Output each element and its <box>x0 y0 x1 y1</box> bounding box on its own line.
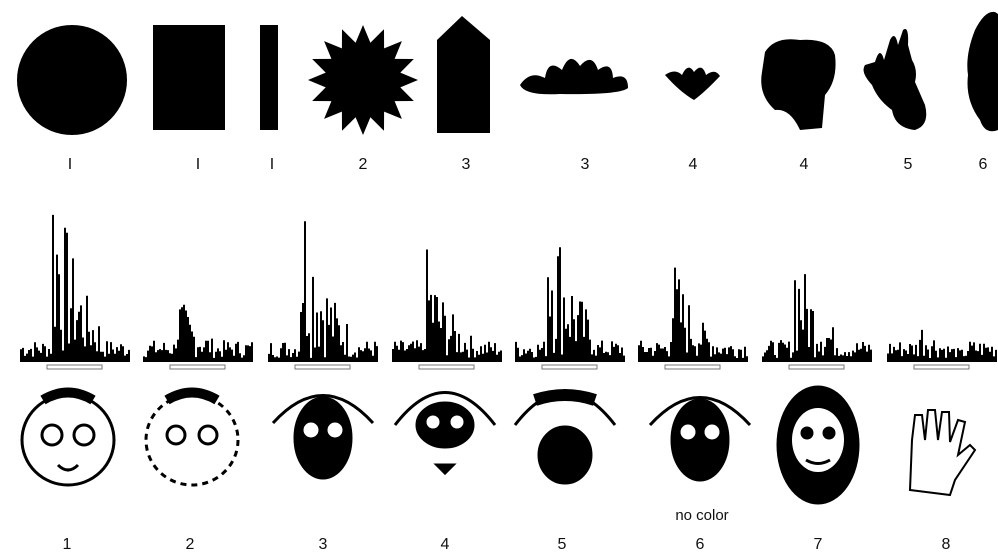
stimulus-bar <box>295 365 350 369</box>
human-face <box>778 387 858 503</box>
top-label: 4 <box>689 156 698 173</box>
stimulus-bar <box>665 365 720 369</box>
bottom-label: 8 <box>942 536 951 553</box>
bottom-label: 5 <box>558 536 567 553</box>
star-shape <box>308 25 418 135</box>
rect-shape <box>153 25 225 130</box>
bottom-label: 3 <box>319 536 328 553</box>
top-label: I <box>270 156 274 173</box>
stimulus-bar <box>789 365 844 369</box>
page: I I I 2 3 3 4 4 5 6 1 2 3 4 5 6 7 8 no c… <box>0 0 998 558</box>
circle-shape <box>17 25 127 135</box>
top-label: I <box>68 156 72 173</box>
stimulus-bar <box>47 365 102 369</box>
bar-shape <box>260 25 278 130</box>
bottom-label: 1 <box>63 536 72 553</box>
top-label: 5 <box>904 156 913 173</box>
house-shape <box>437 16 490 133</box>
stimulus-bar <box>914 365 969 369</box>
bottom-label: 6 <box>696 536 705 553</box>
bottom-label: 7 <box>814 536 823 553</box>
bottom-label: 4 <box>441 536 450 553</box>
stimulus-bar <box>419 365 474 369</box>
top-label: 3 <box>462 156 471 173</box>
annotation: no color <box>675 507 728 524</box>
figure: I I I 2 3 3 4 4 5 6 1 2 3 4 5 6 7 8 no c… <box>0 0 998 558</box>
stimulus-bar <box>170 365 225 369</box>
stimulus-bar <box>542 365 597 369</box>
top-label: 4 <box>800 156 809 173</box>
top-label: 2 <box>359 156 368 173</box>
top-label: I <box>196 156 200 173</box>
top-label: 3 <box>581 156 590 173</box>
top-label: 6 <box>979 156 988 173</box>
bottom-label: 2 <box>186 536 195 553</box>
